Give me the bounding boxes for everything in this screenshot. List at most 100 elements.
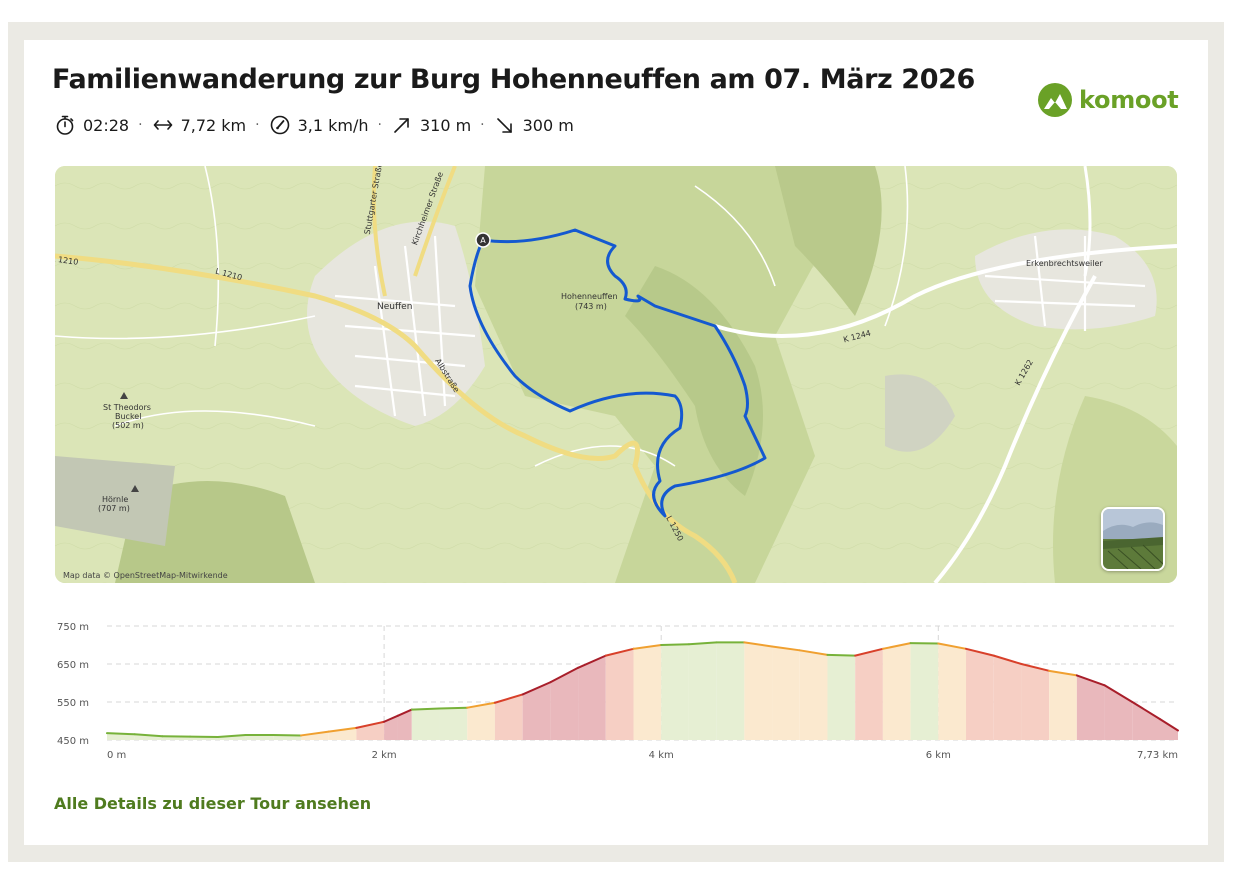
elevation-slope-bands	[107, 642, 1178, 740]
elevation-line-segment	[1075, 674, 1106, 687]
elevation-y-label: 450 m	[57, 736, 89, 747]
route-start-marker-label: A	[480, 236, 486, 245]
elevation-line-segment	[660, 643, 690, 646]
elevation-line-segment	[410, 707, 441, 711]
elevation-slope-band	[716, 642, 745, 740]
elevation-slope-band	[882, 643, 911, 740]
elevation-line-segment	[493, 693, 524, 704]
elevation-slope-band	[744, 642, 773, 740]
elevation-line-segment	[521, 681, 552, 696]
ascent-value: 310 m	[419, 115, 472, 135]
elevation-line-segment	[327, 726, 358, 733]
elevation-slope-band	[633, 645, 662, 740]
elevation-x-label: 0 m	[107, 750, 126, 761]
elevation-slope-band	[938, 643, 967, 740]
elevation-line-segment	[1048, 669, 1078, 677]
elevation-line-segment	[798, 649, 829, 656]
map-attribution: Map data © OpenStreetMap-Mitwirkende	[63, 571, 228, 580]
elevation-slope-band	[397, 709, 412, 740]
komoot-logo[interactable]: komoot	[1037, 82, 1179, 118]
komoot-mountain-icon	[1038, 83, 1072, 117]
elevation-line-segment	[771, 645, 801, 652]
speed-value: 3,1 km/h	[297, 115, 369, 135]
elevation-slope-band	[439, 707, 468, 740]
elevation-line-segment	[383, 714, 399, 723]
map-label-hohenneuffen: Hohenneuffen	[561, 292, 618, 301]
elevation-line-segment	[965, 647, 995, 657]
tour-photo-thumbnail[interactable]	[1101, 507, 1165, 571]
elevation-y-label: 750 m	[57, 622, 89, 633]
duration-value: 02:28	[83, 115, 130, 135]
map-label-neuffen: Neuffen	[377, 302, 413, 312]
elevation-slope-band	[384, 715, 398, 740]
stat-separator: ·	[255, 117, 260, 133]
elevation-slope-band	[494, 694, 523, 740]
elevation-line-segment	[632, 644, 663, 650]
elevation-slope-band	[300, 731, 329, 740]
elevation-slope-band	[855, 648, 883, 740]
elevation-line-segment	[1020, 663, 1051, 672]
elevation-line-segment	[216, 734, 247, 738]
map-label-theodors-2: Buckel	[115, 412, 142, 421]
map-label-hohenneuffen-elev: (743 m)	[575, 302, 607, 311]
elevation-line-segment	[396, 708, 413, 717]
stat-separator: ·	[377, 117, 382, 133]
speed-stat: 3,1 km/h	[269, 114, 369, 136]
elevation-line-segment	[1158, 718, 1179, 732]
map-label-theodors-3: (502 m)	[112, 421, 144, 430]
elevation-slope-band	[578, 655, 606, 740]
komoot-logo-text: komoot	[1079, 86, 1179, 114]
elevation-slope-band	[1159, 719, 1178, 740]
elevation-slope-band	[688, 642, 717, 740]
distance-icon	[153, 120, 172, 130]
descent-arrow-icon	[496, 118, 512, 133]
elevation-line-segment	[937, 642, 968, 650]
map-label-erkenbrechtsweiler: Erkenbrechtsweiler	[1026, 259, 1103, 268]
elevation-slope-band	[467, 702, 495, 740]
elevation-slope-band	[411, 708, 440, 740]
elevation-line-group	[106, 641, 1179, 738]
elevation-slope-band	[1132, 702, 1160, 740]
elevation-line-segment	[826, 653, 857, 657]
elevation-x-label: 4 km	[649, 750, 674, 761]
elevation-slope-band	[993, 655, 1022, 740]
elevation-slope-band	[1021, 664, 1050, 740]
map-label-theodors-1: St Theodors	[103, 403, 151, 412]
tour-details-link[interactable]: Alle Details zu dieser Tour ansehen	[54, 794, 372, 813]
tour-title: Familienwanderung zur Burg Hohenneuffen …	[52, 64, 975, 95]
map-canvas: A	[55, 166, 1177, 583]
elevation-x-labels: 0 m 2 km 4 km 6 km 7,73 km	[107, 750, 1178, 761]
elevation-x-label: 7,73 km	[1137, 750, 1178, 761]
elevation-line-segment	[549, 666, 580, 684]
elevation-slope-band	[799, 650, 828, 740]
elevation-line-segment	[992, 654, 1023, 665]
elevation-slope-band	[605, 648, 634, 740]
elevation-y-label: 650 m	[57, 660, 89, 671]
elevation-x-label: 6 km	[926, 750, 951, 761]
descent-stat: 300 m	[494, 114, 574, 136]
elevation-line-segment	[133, 733, 164, 738]
elevation-y-label: 550 m	[57, 698, 89, 709]
elevation-line-segment	[299, 730, 330, 737]
elevation-line-segment	[466, 701, 496, 709]
elevation-line-segment	[743, 641, 774, 648]
elevation-slope-band	[550, 667, 579, 740]
stat-separator: ·	[138, 117, 143, 133]
elevation-slope-band	[661, 644, 689, 740]
distance-value: 7,72 km	[180, 115, 247, 135]
duration-stat: 02:28	[54, 114, 129, 136]
elevation-line-segment	[106, 732, 136, 736]
elevation-slope-band	[1049, 670, 1077, 740]
stopwatch-icon	[56, 115, 74, 135]
landscape-photo	[1103, 509, 1163, 569]
route-map[interactable]: A Neuffen Hohenneuffen (743 m) Erkenbrec…	[55, 166, 1177, 583]
elevation-line-segment	[577, 654, 607, 669]
elevation-slope-band	[245, 735, 274, 740]
map-label-hoernle-2: (707 m)	[98, 504, 130, 513]
ascent-arrow-icon	[394, 118, 409, 133]
elevation-line-segment	[604, 647, 635, 657]
elevation-slope-band	[827, 654, 856, 740]
descent-value: 300 m	[522, 115, 574, 135]
stat-separator: ·	[480, 117, 485, 133]
tour-stats: 02:28 · 7,72 km · 3,1 km/h · 310 m · 300…	[54, 112, 574, 138]
